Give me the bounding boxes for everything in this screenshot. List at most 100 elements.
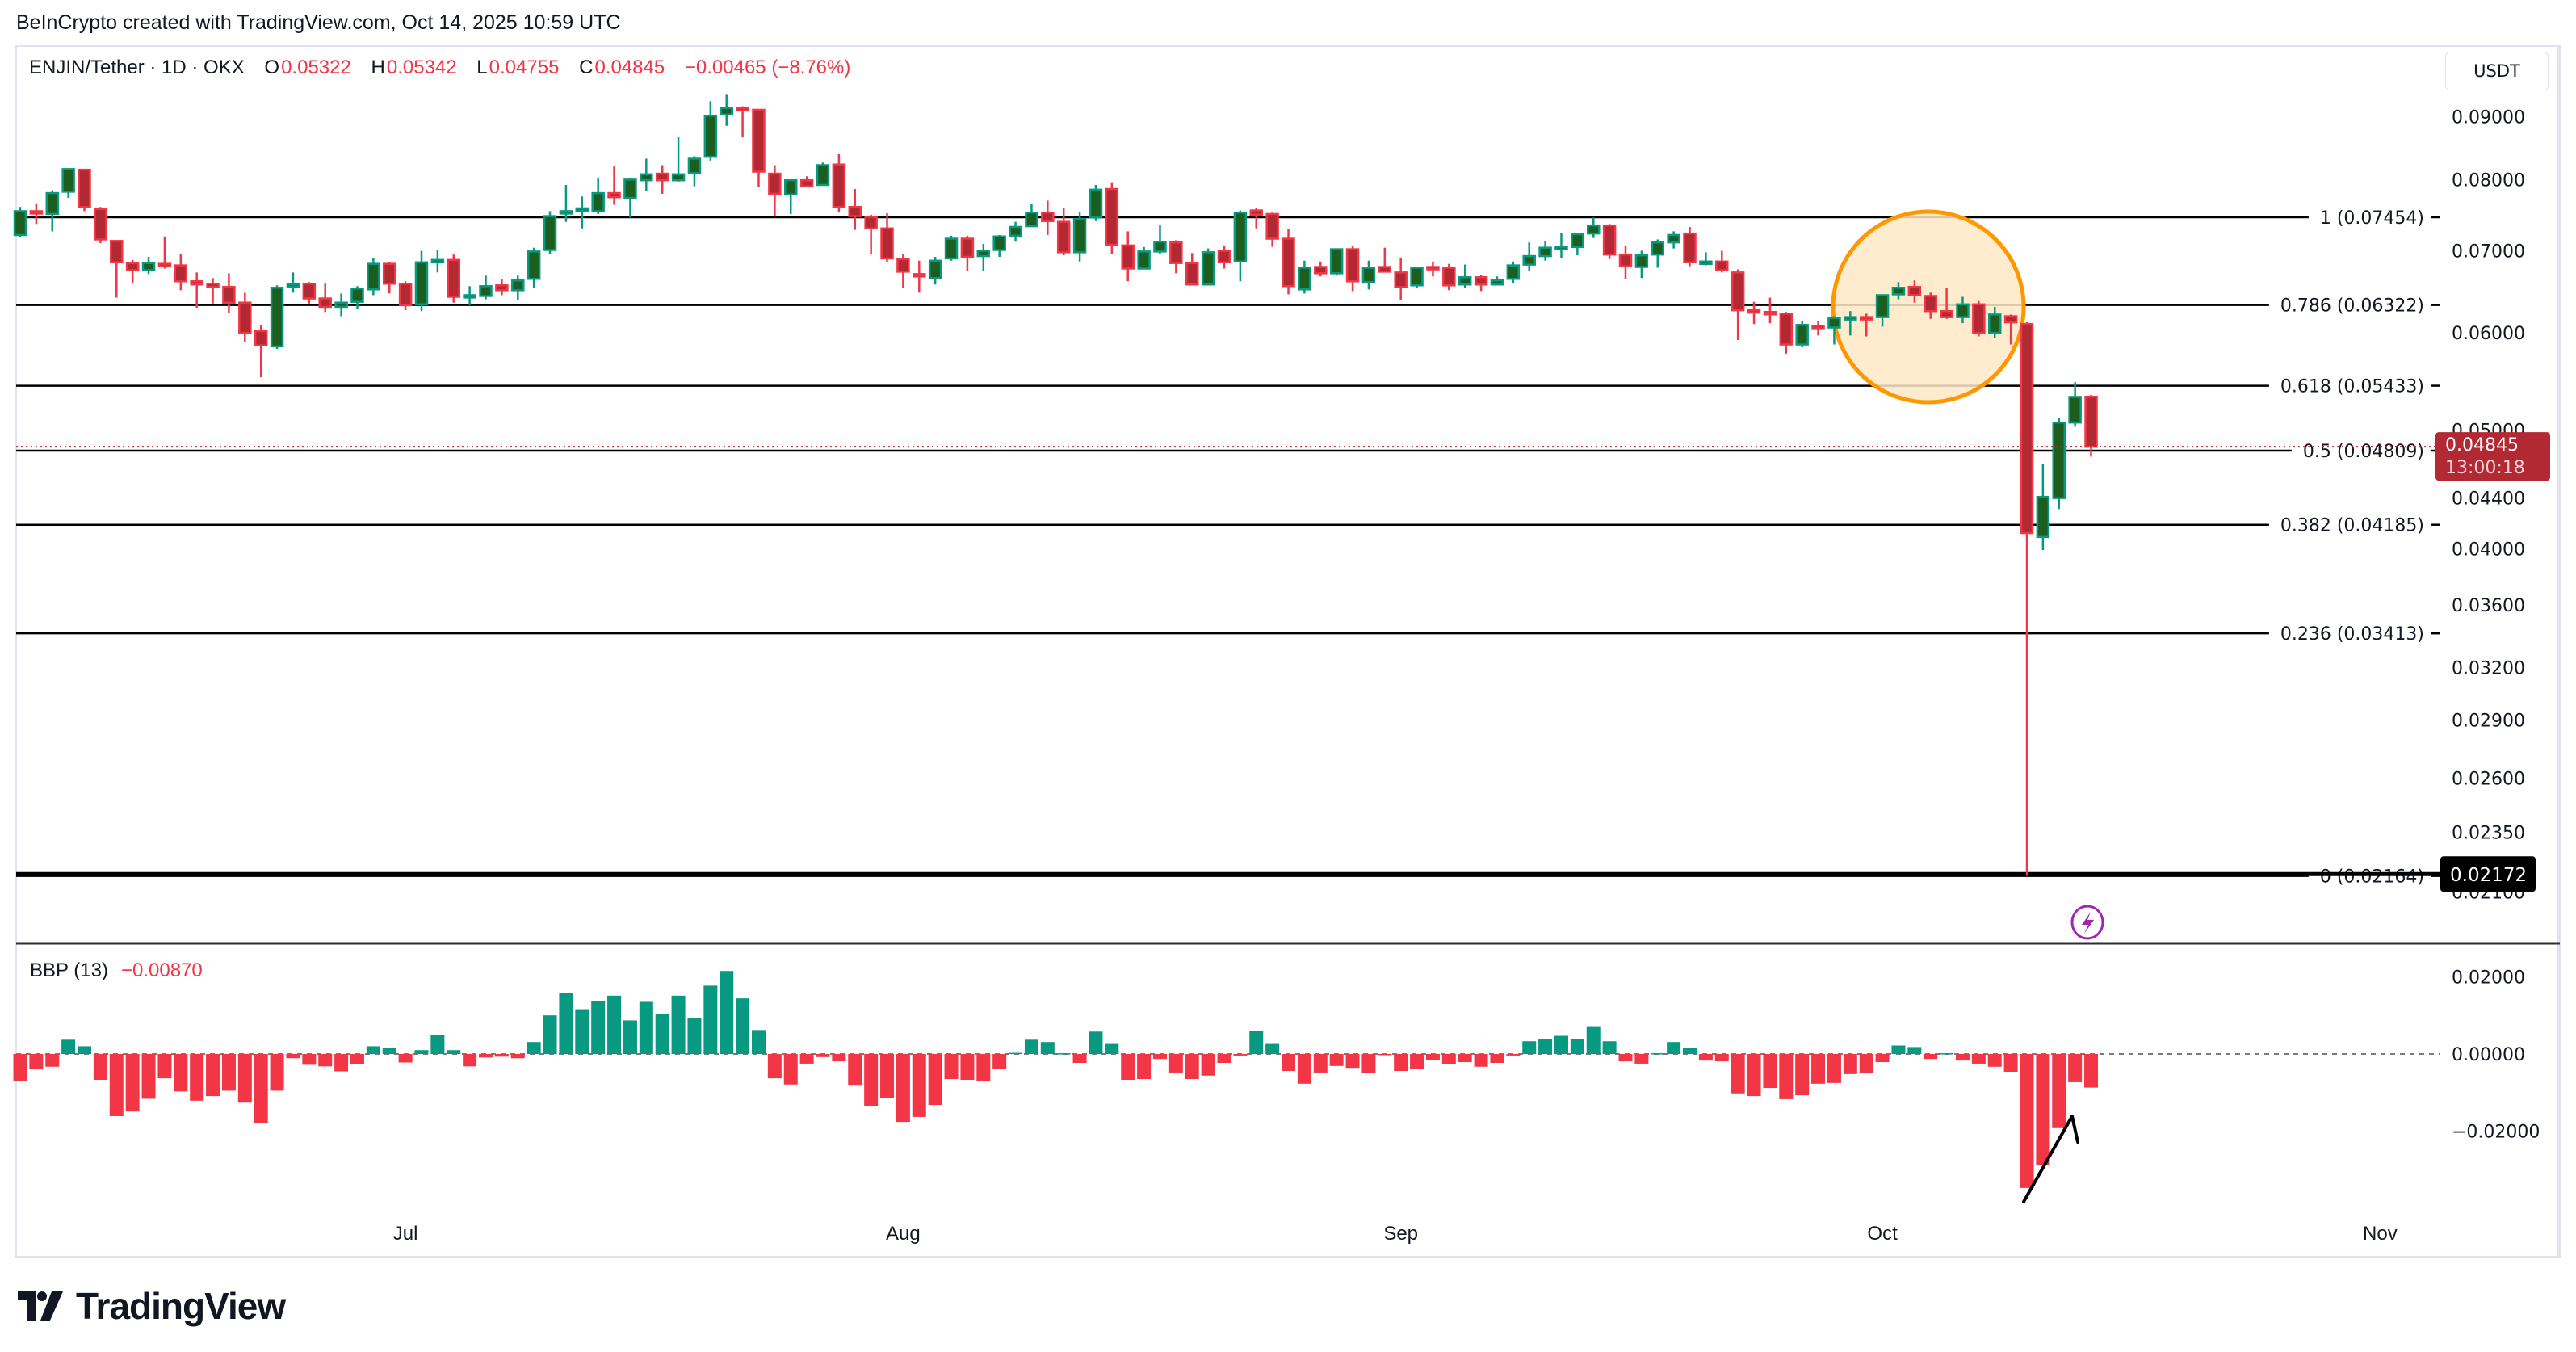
- candle[interactable]: [302, 282, 317, 304]
- candle[interactable]: [1089, 185, 1103, 221]
- candle[interactable]: [463, 286, 476, 305]
- candle[interactable]: [270, 285, 284, 350]
- candle[interactable]: [1907, 280, 1922, 303]
- candle[interactable]: [1442, 263, 1456, 291]
- candle[interactable]: [1265, 212, 1279, 247]
- candle[interactable]: [2052, 418, 2066, 510]
- candle[interactable]: [623, 178, 637, 218]
- candle[interactable]: [1282, 229, 1295, 295]
- fib-level[interactable]: 0.382 (0.04185): [16, 516, 2440, 536]
- candle[interactable]: [222, 273, 236, 313]
- fib-retracement[interactable]: 1 (0.07454) 0.786 (0.06322) 0.618 (0.05433…: [16, 208, 2440, 888]
- candle[interactable]: [398, 281, 413, 311]
- fib-level[interactable]: 0.5 (0.04809): [16, 442, 2440, 462]
- candle[interactable]: [1410, 267, 1424, 288]
- candle[interactable]: [61, 168, 75, 199]
- candle[interactable]: [414, 250, 429, 312]
- candle[interactable]: [1121, 231, 1135, 282]
- currency-selector[interactable]: USDT: [2445, 52, 2549, 90]
- candle[interactable]: [1571, 233, 1584, 256]
- tradingview-logo[interactable]: TradingView: [18, 1284, 286, 1328]
- candle[interactable]: [125, 259, 140, 284]
- bbp-indicator-label[interactable]: BBP (13): [30, 959, 108, 981]
- candle[interactable]: [768, 165, 782, 216]
- candle[interactable]: [2020, 322, 2034, 876]
- candle[interactable]: [1602, 224, 1617, 259]
- candle[interactable]: [1474, 275, 1488, 292]
- candle[interactable]: [1185, 253, 1199, 286]
- candle[interactable]: [992, 234, 1006, 258]
- candle[interactable]: [976, 244, 991, 271]
- candle[interactable]: [430, 250, 445, 273]
- fib-level[interactable]: 0.786 (0.06322): [16, 296, 2440, 317]
- candle[interactable]: [783, 178, 798, 214]
- candle[interactable]: [1538, 241, 1552, 261]
- candle[interactable]: [559, 185, 573, 222]
- candle[interactable]: [896, 254, 910, 288]
- candle[interactable]: [479, 275, 493, 300]
- candle[interactable]: [206, 278, 220, 304]
- candle[interactable]: [2068, 382, 2082, 427]
- candle[interactable]: [29, 203, 44, 225]
- candle[interactable]: [1506, 261, 1521, 283]
- candle[interactable]: [334, 293, 348, 317]
- candle[interactable]: [1651, 239, 1665, 268]
- candle[interactable]: [78, 168, 91, 212]
- candle[interactable]: [671, 137, 686, 182]
- candle[interactable]: [655, 165, 669, 194]
- candle[interactable]: [447, 254, 461, 303]
- candle[interactable]: [382, 262, 396, 294]
- candle[interactable]: [1153, 225, 1167, 254]
- fib-level[interactable]: 0 (0.02164): [16, 867, 2440, 888]
- candle[interactable]: [190, 272, 203, 308]
- candle[interactable]: [1041, 200, 1055, 235]
- candle[interactable]: [720, 94, 733, 126]
- candle[interactable]: [703, 101, 718, 161]
- candle[interactable]: [1811, 321, 1825, 336]
- candle[interactable]: [607, 166, 621, 205]
- candle[interactable]: [928, 257, 942, 285]
- bbp-axis[interactable]: 0.02000 0.00000 −0.02000: [2452, 968, 2540, 1142]
- candle[interactable]: [45, 190, 60, 232]
- lightning-icon[interactable]: [2070, 905, 2104, 940]
- candle[interactable]: [1490, 276, 1504, 286]
- candle[interactable]: [816, 162, 830, 187]
- candle[interactable]: [2036, 464, 2050, 551]
- candle[interactable]: [1298, 260, 1311, 294]
- candle[interactable]: [174, 254, 188, 291]
- fib-level[interactable]: 0.618 (0.05433): [16, 377, 2440, 397]
- candle[interactable]: [1795, 321, 1809, 347]
- candle[interactable]: [1554, 233, 1568, 258]
- candle[interactable]: [640, 158, 653, 191]
- candle[interactable]: [1329, 248, 1344, 276]
- candle[interactable]: [495, 279, 509, 296]
- candle[interactable]: [511, 275, 525, 300]
- symbol-title[interactable]: ENJIN/Tether · 1D · OKX: [29, 57, 245, 78]
- candle[interactable]: [94, 207, 107, 244]
- candle[interactable]: [864, 214, 878, 255]
- candle[interactable]: [1233, 210, 1248, 282]
- candle[interactable]: [1056, 208, 1071, 256]
- candle[interactable]: [1844, 311, 1857, 336]
- arrow-annotation[interactable]: [2022, 1115, 2079, 1203]
- candle[interactable]: [110, 240, 124, 298]
- bbp-histogram[interactable]: [13, 971, 2099, 1188]
- candle[interactable]: [687, 156, 702, 187]
- candle[interactable]: [1667, 231, 1680, 249]
- candle[interactable]: [286, 272, 300, 293]
- candle[interactable]: [1875, 294, 1890, 327]
- fib-level[interactable]: 1 (0.07454): [16, 208, 2440, 229]
- candle[interactable]: [1924, 292, 1937, 319]
- candle[interactable]: [1747, 301, 1761, 325]
- candle[interactable]: [1634, 250, 1649, 279]
- candle[interactable]: [1618, 245, 1633, 279]
- candle[interactable]: [1779, 312, 1794, 354]
- price-axis[interactable]: 0.090000.080000.070000.060000.050000.044…: [2452, 108, 2525, 904]
- candle[interactable]: [1586, 217, 1601, 238]
- candle[interactable]: [254, 325, 268, 378]
- candle[interactable]: [1314, 261, 1328, 277]
- candle[interactable]: [238, 292, 252, 342]
- candle[interactable]: [1859, 313, 1873, 337]
- candle[interactable]: [960, 235, 975, 271]
